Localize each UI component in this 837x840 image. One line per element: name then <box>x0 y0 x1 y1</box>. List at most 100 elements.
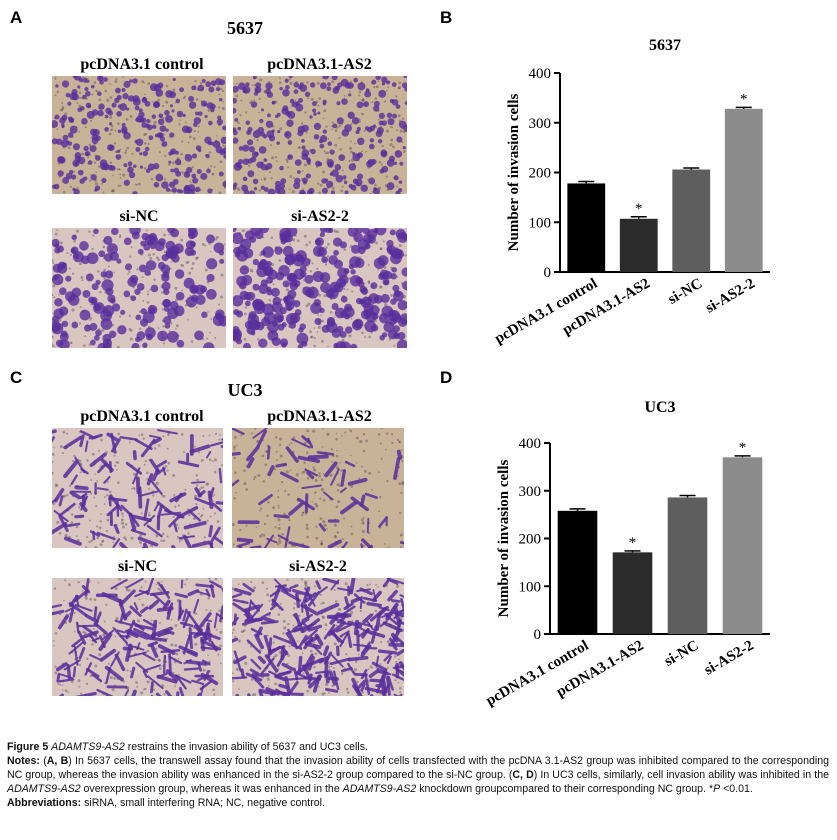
stained-cell <box>124 689 130 696</box>
stained-cell <box>323 624 336 640</box>
stained-cell <box>351 244 361 254</box>
pore <box>122 173 126 177</box>
stained-cell <box>301 664 313 682</box>
pore <box>398 440 402 444</box>
stained-cell <box>55 84 59 88</box>
pore <box>214 432 218 436</box>
stained-cell <box>270 287 280 297</box>
pore <box>208 578 211 580</box>
pore <box>258 509 261 512</box>
stained-cell <box>309 115 313 119</box>
stained-cell <box>168 181 176 188</box>
pore <box>119 176 122 179</box>
stained-cell <box>106 243 118 255</box>
pore <box>251 84 254 87</box>
stained-cell <box>252 258 259 266</box>
pore <box>74 630 76 633</box>
pore <box>72 272 75 275</box>
stained-cell <box>282 280 290 288</box>
stained-cell <box>389 229 396 236</box>
stained-cell <box>175 291 185 301</box>
pore <box>370 489 373 491</box>
pore <box>337 500 341 504</box>
stained-cell <box>156 672 168 679</box>
pore <box>317 104 320 107</box>
stained-cell <box>171 109 175 113</box>
pore <box>349 429 351 431</box>
stained-cell <box>160 511 182 516</box>
pore <box>334 129 338 132</box>
stained-cell <box>386 655 392 664</box>
stained-cell <box>167 228 176 234</box>
stained-cell <box>183 187 191 194</box>
pore <box>232 631 234 635</box>
pore <box>125 149 128 152</box>
pore <box>181 140 184 143</box>
pore <box>396 129 398 131</box>
pore <box>287 622 290 626</box>
stained-cell <box>391 99 399 106</box>
pore <box>164 178 167 181</box>
pore <box>299 146 301 149</box>
stained-cell <box>265 88 271 95</box>
pore <box>139 533 143 538</box>
stained-cell <box>267 269 278 280</box>
pore <box>235 82 238 85</box>
stained-cell <box>147 163 155 171</box>
stained-cell <box>123 179 130 186</box>
stained-cell <box>171 544 176 548</box>
stained-cell <box>110 578 128 590</box>
pore <box>70 342 73 345</box>
stained-cell <box>128 171 136 179</box>
stained-cell <box>165 90 174 98</box>
stained-cell <box>372 589 377 602</box>
stained-cell <box>363 308 373 318</box>
pore <box>114 80 118 83</box>
pore <box>361 98 365 102</box>
stained-cell <box>322 76 330 80</box>
stained-cell <box>393 175 399 181</box>
stained-cell <box>294 177 301 185</box>
pore <box>180 433 184 436</box>
figure-caption: Figure 5 ADAMTS9-AS2 restrains the invas… <box>7 740 829 810</box>
pore <box>379 495 382 499</box>
stained-cell <box>386 159 395 167</box>
stained-cell <box>188 509 201 522</box>
stained-cell <box>313 112 317 116</box>
stained-cell <box>178 686 185 696</box>
stained-cell <box>188 101 197 109</box>
stained-cell <box>156 460 168 468</box>
pore <box>196 484 199 487</box>
pore <box>142 300 145 302</box>
stained-cell <box>110 298 116 304</box>
stained-cell <box>265 82 273 90</box>
pore <box>396 584 399 588</box>
stained-cell <box>351 319 363 331</box>
stained-cell <box>401 82 407 89</box>
stained-cell <box>73 253 80 259</box>
stained-cell <box>111 228 119 236</box>
pore <box>105 90 108 93</box>
stained-cell <box>232 428 245 435</box>
stained-cell <box>62 134 69 141</box>
stained-cell <box>302 629 318 644</box>
pore <box>119 184 122 187</box>
stained-cell <box>256 161 264 169</box>
stained-cell <box>344 460 356 468</box>
pore <box>205 609 208 612</box>
stained-cell <box>188 627 194 650</box>
stained-cell <box>258 493 273 506</box>
stained-cell <box>382 278 390 286</box>
notes-panels-cd: C, D <box>512 769 534 781</box>
stained-cell <box>356 101 364 109</box>
pore <box>90 492 93 495</box>
stained-cell <box>177 506 199 519</box>
stained-cell <box>72 666 77 678</box>
stained-cell <box>166 330 179 343</box>
pore <box>146 680 150 684</box>
stained-cell <box>274 670 292 679</box>
pore <box>314 478 318 482</box>
stained-cell <box>183 277 195 289</box>
pore <box>110 124 114 128</box>
pore <box>300 514 304 517</box>
